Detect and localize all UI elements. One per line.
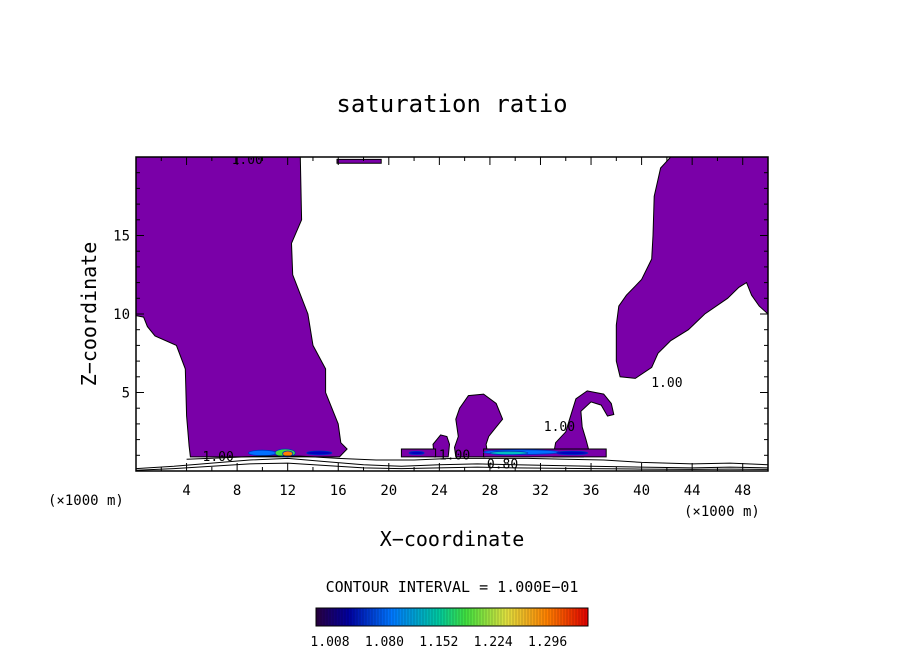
contour-label-0: 1.00 — [232, 153, 263, 168]
contour-label-1: 1.00 — [651, 376, 682, 391]
contour-interval: CONTOUR INTERVAL = 1.000E−01 — [326, 578, 579, 596]
colorbar-tick-label: 1.080 — [365, 635, 404, 650]
x-tick-label: 48 — [734, 483, 751, 499]
x-tick-label: 20 — [380, 483, 397, 499]
contour-label-2: 1.00 — [203, 450, 234, 465]
hotspot-7 — [408, 450, 425, 455]
region-right-plume — [615, 157, 768, 379]
colorbar-tick-label: 1.152 — [419, 635, 458, 650]
region-hook — [552, 390, 615, 458]
contour-label-3: 1.00 — [439, 448, 470, 463]
x-tick-label: 44 — [684, 483, 701, 499]
y-tick-label: 15 — [113, 229, 130, 245]
x-tick-label: 8 — [233, 483, 241, 499]
x-tick-label: 12 — [279, 483, 296, 499]
region-center-small-dome — [432, 434, 451, 458]
hotspot-3 — [306, 450, 333, 456]
colorbar-tick-label: 1.224 — [474, 635, 513, 650]
x-axis-label: X−coordinate — [380, 527, 525, 551]
x-tick-label: 24 — [431, 483, 448, 499]
colorbar-tick-label: 1.008 — [310, 635, 349, 650]
y-tick-label: 10 — [113, 307, 130, 323]
chart-title: saturation ratio — [336, 90, 567, 118]
x-tick-label: 32 — [532, 483, 549, 499]
x-unit-label: (×1000 m) — [684, 504, 760, 520]
plot-area: 1.00 1.00 1.00 1.00 0.80 1.00 — [136, 153, 768, 473]
colorbar: 1.008 1.080 1.152 1.224 1.296 — [310, 607, 589, 650]
hotspot-0 — [248, 449, 277, 457]
z-unit-label: (×1000 m) — [48, 493, 124, 509]
colorbar-tick-label: 1.296 — [528, 635, 567, 650]
x-tick-label: 40 — [633, 483, 650, 499]
x-tick-label: 4 — [182, 483, 190, 499]
x-tick-label: 36 — [583, 483, 600, 499]
region-left-plume — [136, 157, 348, 458]
x-tick-label: 16 — [330, 483, 347, 499]
ground-contour-0.90 — [186, 455, 768, 466]
contour-label-5: 1.00 — [544, 420, 575, 435]
x-tick-label: 28 — [481, 483, 498, 499]
contour-label-4: 0.80 — [487, 458, 518, 473]
region-top-sliver — [336, 158, 382, 164]
y-tick-label: 5 — [122, 386, 130, 402]
hotspot-6 — [555, 450, 589, 456]
y-axis-label: Z−coordinate — [77, 242, 101, 387]
colorbar-gradient — [315, 607, 589, 627]
hotspot-5 — [489, 450, 529, 456]
